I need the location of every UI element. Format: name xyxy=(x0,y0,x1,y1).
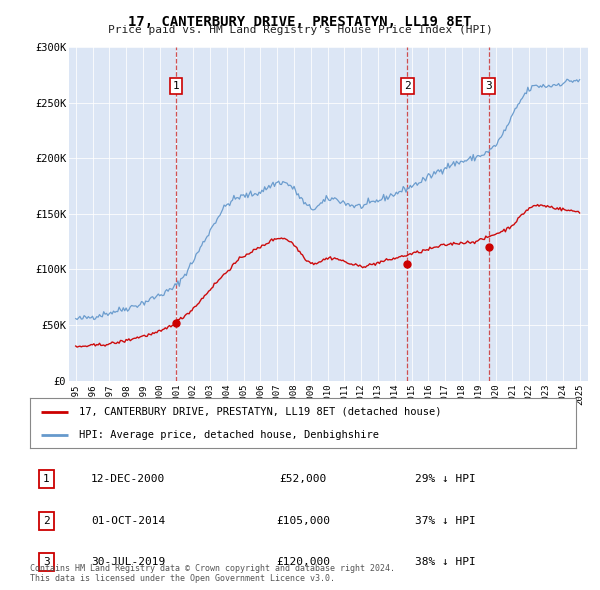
Text: 38% ↓ HPI: 38% ↓ HPI xyxy=(415,557,475,567)
Text: 17, CANTERBURY DRIVE, PRESTATYN, LL19 8ET (detached house): 17, CANTERBURY DRIVE, PRESTATYN, LL19 8E… xyxy=(79,407,442,417)
Text: 17, CANTERBURY DRIVE, PRESTATYN, LL19 8ET: 17, CANTERBURY DRIVE, PRESTATYN, LL19 8E… xyxy=(128,15,472,29)
Text: 30-JUL-2019: 30-JUL-2019 xyxy=(91,557,166,567)
Text: 2: 2 xyxy=(43,516,50,526)
Text: Price paid vs. HM Land Registry's House Price Index (HPI): Price paid vs. HM Land Registry's House … xyxy=(107,25,493,35)
Text: Contains HM Land Registry data © Crown copyright and database right 2024.
This d: Contains HM Land Registry data © Crown c… xyxy=(30,563,395,583)
Text: 29% ↓ HPI: 29% ↓ HPI xyxy=(415,474,475,484)
Text: HPI: Average price, detached house, Denbighshire: HPI: Average price, detached house, Denb… xyxy=(79,430,379,440)
Text: £105,000: £105,000 xyxy=(276,516,330,526)
Text: 1: 1 xyxy=(43,474,50,484)
Text: 12-DEC-2000: 12-DEC-2000 xyxy=(91,474,166,484)
Text: 3: 3 xyxy=(485,81,492,91)
Text: 2: 2 xyxy=(404,81,411,91)
Text: 1: 1 xyxy=(172,81,179,91)
Text: £52,000: £52,000 xyxy=(280,474,326,484)
Text: 01-OCT-2014: 01-OCT-2014 xyxy=(91,516,166,526)
Text: £120,000: £120,000 xyxy=(276,557,330,567)
Text: 3: 3 xyxy=(43,557,50,567)
Text: 37% ↓ HPI: 37% ↓ HPI xyxy=(415,516,475,526)
